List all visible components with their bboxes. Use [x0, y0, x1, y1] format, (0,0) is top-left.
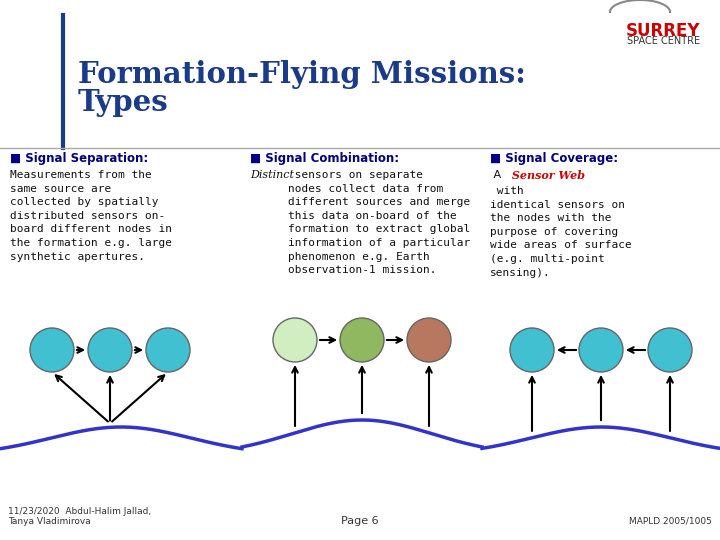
Text: SURREY: SURREY	[626, 22, 700, 40]
Circle shape	[648, 328, 692, 372]
Text: Measurements from the
same source are
collected by spatially
distributed sensors: Measurements from the same source are co…	[10, 170, 172, 261]
Text: sensors on separate
nodes collect data from
different sources and merge
this dat: sensors on separate nodes collect data f…	[288, 170, 470, 275]
Text: MAPLD 2005/1005: MAPLD 2005/1005	[629, 517, 712, 526]
Text: Formation-Flying Missions:: Formation-Flying Missions:	[78, 60, 526, 89]
Text: SPACE CENTRE: SPACE CENTRE	[627, 36, 700, 46]
Circle shape	[273, 318, 317, 362]
Circle shape	[340, 318, 384, 362]
Text: ■ Signal Separation:: ■ Signal Separation:	[10, 152, 148, 165]
Circle shape	[88, 328, 132, 372]
Text: Sensor Web: Sensor Web	[508, 170, 585, 181]
Text: Distinct: Distinct	[250, 170, 294, 180]
Text: Page 6: Page 6	[341, 516, 379, 526]
Text: ■ Signal Combination:: ■ Signal Combination:	[250, 152, 399, 165]
Circle shape	[407, 318, 451, 362]
Text: ■ Signal Coverage:: ■ Signal Coverage:	[490, 152, 618, 165]
Circle shape	[510, 328, 554, 372]
Text: Types: Types	[78, 88, 168, 117]
Circle shape	[146, 328, 190, 372]
Text: A: A	[490, 170, 501, 180]
Circle shape	[30, 328, 74, 372]
Circle shape	[579, 328, 623, 372]
Text: 11/23/2020  Abdul-Halim Jallad,
Tanya Vladimirova: 11/23/2020 Abdul-Halim Jallad, Tanya Vla…	[8, 507, 151, 526]
Text: with
identical sensors on
the nodes with the
purpose of covering
wide areas of s: with identical sensors on the nodes with…	[490, 186, 631, 278]
